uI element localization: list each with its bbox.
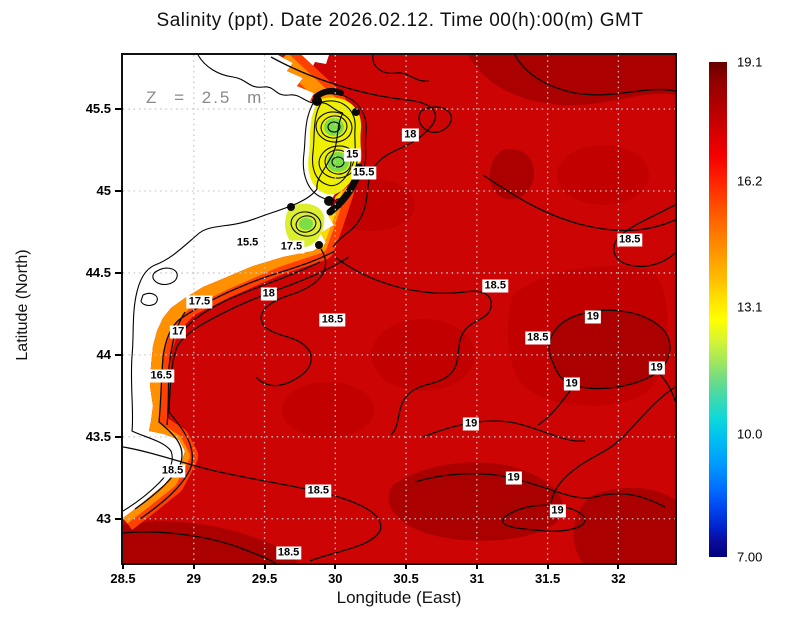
y-tick-label: 43.5: [85, 428, 111, 444]
y-tick-label: 44: [96, 346, 111, 362]
y-tick-mark: [115, 190, 123, 192]
coastline: [123, 55, 430, 512]
x-axis-label: Longitude (East): [336, 588, 462, 607]
y-tick-mark: [115, 108, 123, 111]
x-tick-label: 30.5: [393, 571, 419, 586]
chart-title: Salinity (ppt). Date 2026.02.12. Time 00…: [156, 10, 644, 31]
x-tick-mark: [405, 563, 408, 569]
x-tick-mark: [263, 563, 266, 569]
x-tick-label: 31: [469, 571, 485, 586]
x-tick-label: 29: [186, 571, 201, 586]
colorbar-tick-label: 10.0: [737, 426, 763, 442]
x-tick-label: 32: [611, 571, 626, 586]
colorbar: [709, 62, 727, 557]
y-tick-label: 44.5: [85, 264, 111, 280]
y-tick-label: 43: [96, 510, 111, 526]
sea-polygon: [123, 55, 675, 563]
colorbar-tick-label: 19.1: [737, 54, 763, 70]
y-axis-label: Latitude (North): [14, 249, 31, 361]
x-tick-mark: [617, 563, 620, 569]
x-tick-label: 31.5: [534, 571, 561, 586]
x-tick-mark: [546, 563, 549, 569]
x-tick-mark: [475, 563, 478, 569]
colorbar-tick-label: 13.1: [737, 299, 763, 315]
y-tick-mark: [115, 435, 123, 438]
colorbar-tick-label: 7.00: [737, 549, 763, 565]
y-tick-mark: [115, 271, 123, 274]
x-tick-label: 29.5: [251, 571, 278, 586]
y-tick-label: 45: [96, 183, 111, 198]
x-tick-mark: [192, 563, 195, 569]
y-tick-mark: [115, 517, 123, 520]
plume-contour-rings: [290, 93, 367, 237]
y-tick-label: 45.5: [85, 101, 111, 117]
x-tick-mark: [122, 563, 124, 569]
x-tick-mark: [334, 563, 337, 569]
depth-annotation: Z = 2.5 m: [146, 88, 264, 107]
colorbar-tick-label: 16.2: [737, 173, 763, 189]
x-tick-label: 30: [328, 571, 343, 586]
map-plot-area: 18 15 15.5 15.5 17.5 18 18.5 17.5 17 16.5 18.5 18.5…: [121, 53, 677, 565]
x-tick-label: 28.5: [110, 571, 136, 586]
map-svg: [123, 55, 675, 563]
y-tick-mark: [115, 353, 123, 356]
gridlines: [123, 55, 675, 563]
